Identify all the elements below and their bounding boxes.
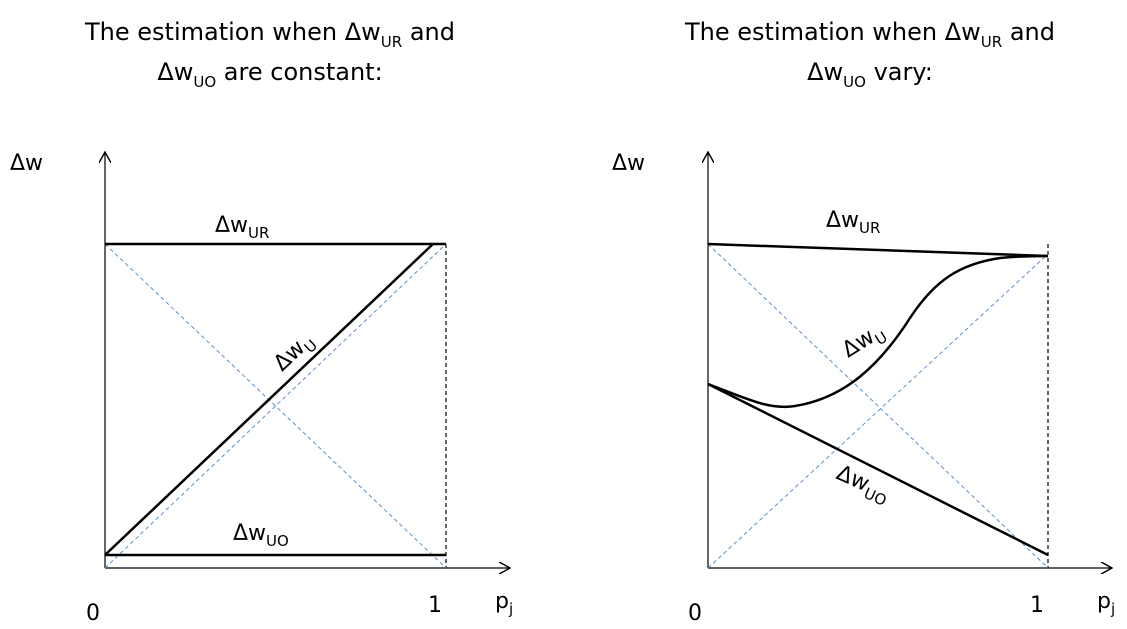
left-guide-diagonal-up [104, 243, 447, 569]
right-curve-dw-ur [707, 242, 1049, 258]
right-x-tick-0: 0 [688, 601, 702, 626]
left-title-line2: ΔwUO are constant: [157, 58, 382, 91]
left-x-tick-1: 1 [428, 593, 442, 618]
right-curve-dw-uo [707, 382, 1049, 557]
right-title-line2: ΔwUO vary: [807, 58, 933, 91]
right-label-dw-u: ΔwU [838, 319, 891, 367]
left-guide-diagonal-down [104, 243, 447, 569]
left-label-dw-ur: ΔwUR [215, 213, 269, 242]
right-panel: The estimation when ΔwUR and ΔwUO vary: … [612, 18, 1115, 626]
right-label-dw-uo: ΔwUO [831, 461, 894, 510]
right-x-tick-1: 1 [1030, 593, 1044, 618]
right-label-dw-ur: ΔwUR [826, 208, 880, 237]
right-x-axis-label: pj [1097, 589, 1115, 618]
right-guide-diagonal-up [707, 253, 1049, 569]
left-title-line1: The estimation when ΔwUR and [84, 18, 455, 51]
left-x-tick-0: 0 [86, 601, 100, 626]
right-y-axis-label: Δw [612, 151, 645, 176]
right-guide-diagonal-down [707, 243, 1049, 569]
left-label-dw-uo: ΔwUO [233, 521, 289, 550]
right-curve-dw-u [707, 254, 1049, 409]
left-x-axis-label: pj [495, 589, 513, 618]
left-curve-dw-u [104, 243, 434, 556]
right-title-line1: The estimation when ΔwUR and [684, 18, 1055, 51]
left-y-axis-label: Δw [10, 151, 43, 176]
left-label-dw-u: ΔwU [269, 328, 321, 379]
left-panel: The estimation when ΔwUR and ΔwUO are co… [10, 18, 513, 626]
